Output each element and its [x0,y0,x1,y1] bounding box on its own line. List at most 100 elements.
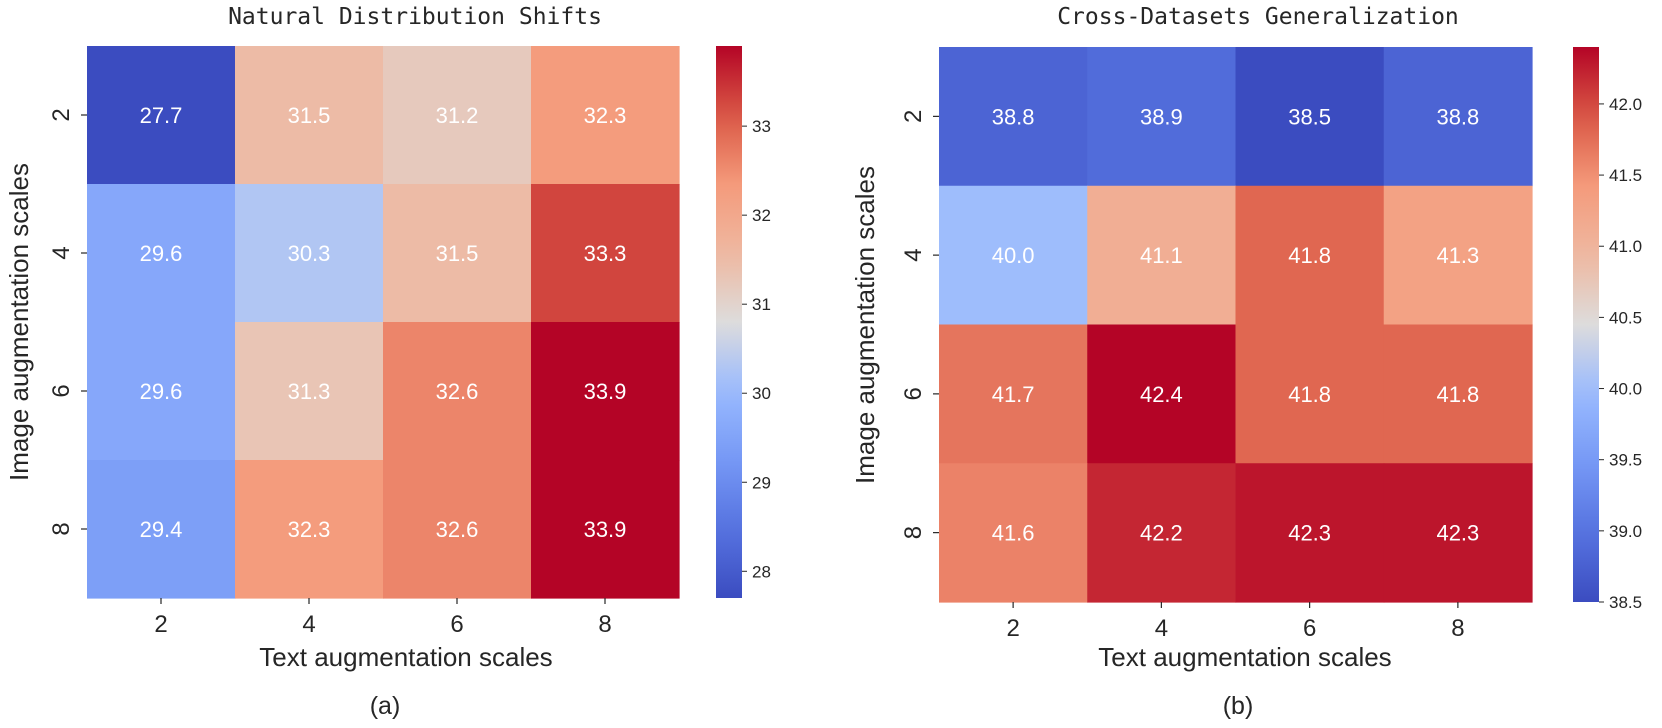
colorbar-tick-label: 40.0 [1609,380,1642,399]
y-tick-label: 6 [48,384,75,397]
axis-ticks: 2 4 6 8 2 4 6 8 [48,108,612,638]
heatmap-cell [531,460,680,599]
colorbar-tick-label: 30 [752,384,771,403]
colorbar-tick-label: 39.0 [1609,522,1642,541]
colorbar-tick-label: 29 [752,473,771,492]
heatmap-cells: 38.8 38.9 38.5 38.8 40.0 41.1 41.8 41.3 41.7 42.4… [939,47,1533,603]
heatmap-cell-label: 41.1 [1140,243,1183,268]
colorbar-tick-label: 32 [752,206,771,225]
heatmap-cell-label: 38.8 [992,104,1035,129]
heatmap-cell [87,460,236,599]
colorbar-tick-label: 28 [752,562,771,581]
heatmap-cell [235,46,384,185]
axis-ticks: 2 4 6 8 2 4 6 8 [900,110,1465,642]
heatmap-cell [383,184,532,323]
x-tick-label: 2 [154,611,167,638]
heatmap-cell-label: 38.9 [1140,104,1183,129]
y-tick-label: 6 [900,387,927,400]
heatmap-cell [383,322,532,461]
heatmap-cell-label: 41.8 [1288,243,1331,268]
colorbar-gradient [716,46,742,598]
colorbar-gradient [1573,47,1599,602]
heatmap-cell [87,46,236,185]
heatmap-cell [1383,324,1533,464]
heatmap-cell-label: 29.4 [140,517,183,542]
heatmap-cell-label: 33.9 [584,379,627,404]
heatmap-cell-label: 32.3 [584,103,627,128]
y-axis-label: Image augmentation scales [4,163,34,481]
y-tick-label: 4 [48,246,75,259]
heatmap-cell-label: 31.5 [436,241,479,266]
y-tick-label: 2 [48,108,75,121]
subfigure-caption: (b) [1223,692,1254,720]
heatmap-cell [1383,47,1533,187]
heatmap-cell [1087,463,1237,603]
heatmap-cell [531,46,680,185]
heatmap-cell [235,322,384,461]
heatmap-cell [1235,185,1385,326]
heatmap-cell-label: 38.8 [1436,104,1479,129]
heatmap-cell [1087,47,1237,187]
colorbar: 28 29 30 31 32 33 [716,46,771,598]
heatmap-cell [1087,185,1237,326]
heatmap-cell-label: 33.9 [584,517,627,542]
heatmap-cell [939,185,1088,326]
subfigure-caption: (a) [370,692,401,720]
y-axis-label: Image augmentation scales [850,166,880,484]
heatmap-cell-label: 32.3 [288,517,331,542]
x-tick-label: 2 [1006,615,1019,642]
colorbar-tick-label: 40.5 [1609,308,1642,327]
heatmap-cell-label: 41.8 [1436,382,1479,407]
heatmap-cell [939,463,1088,603]
heatmap-title: Natural Distribution Shifts [228,4,602,30]
heatmap-cell [1383,185,1533,326]
y-tick-label: 8 [48,522,75,535]
heatmap-cell [939,47,1088,187]
heatmap-cell [1383,463,1533,603]
heatmap-cell-label: 42.3 [1288,521,1331,546]
colorbar-tick-label: 39.5 [1609,451,1642,470]
heatmap-cell-label: 38.5 [1288,104,1331,129]
heatmap-cell-label: 31.2 [436,103,479,128]
heatmap-cell-label: 30.3 [288,241,331,266]
heatmap-cell [87,184,236,323]
x-tick-label: 4 [302,611,315,638]
heatmap-cell [1235,324,1385,464]
heatmap-cell-label: 42.4 [1140,382,1183,407]
y-tick-label: 2 [900,110,927,123]
heatmap-cell-label: 31.5 [288,103,331,128]
heatmap-title: Cross-Datasets Generalization [1057,4,1459,30]
heatmap-cell-label: 29.6 [140,241,183,266]
x-tick-label: 8 [1451,615,1464,642]
heatmap-cell [383,46,532,185]
heatmap-panel-b: Cross-Datasets Generalization 38.8 38.9 38… [850,4,1642,720]
heatmap-cell [939,324,1088,464]
colorbar-tick-label: 41.5 [1609,166,1642,185]
heatmap-cell [383,460,532,599]
x-axis-label: Text augmentation scales [1098,642,1391,672]
heatmap-panel-a: Natural Distribution Shifts 27.7 31.5 31.2… [4,4,771,720]
y-tick-label: 8 [900,526,927,539]
heatmap-cell [531,322,680,461]
heatmap-cell [87,322,236,461]
x-tick-label: 6 [450,611,463,638]
heatmap-cell [531,184,680,323]
heatmap-cell-label: 41.8 [1288,382,1331,407]
heatmap-cell [235,184,384,323]
heatmap-cell [1235,463,1385,603]
heatmap-cell-label: 41.6 [992,521,1035,546]
heatmap-cell-label: 29.6 [140,379,183,404]
x-tick-label: 4 [1155,615,1168,642]
heatmap-cell-label: 42.3 [1436,521,1479,546]
colorbar-tick-label: 31 [752,295,771,314]
heatmap-cell [1087,324,1237,464]
heatmap-cells: 27.7 31.5 31.2 32.3 29.6 30.3 31.5 33.3 29.6 31.3… [87,46,680,599]
colorbar-tick-label: 38.5 [1609,593,1642,612]
heatmap-cell [235,460,384,599]
colorbar: 38.5 39.0 39.5 40.0 40.5 41.0 41.5 42.0 [1573,47,1642,612]
heatmap-cell-label: 41.7 [992,382,1035,407]
heatmap-cell-label: 33.3 [584,241,627,266]
x-tick-label: 6 [1303,615,1316,642]
colorbar-tick-label: 33 [752,117,771,136]
